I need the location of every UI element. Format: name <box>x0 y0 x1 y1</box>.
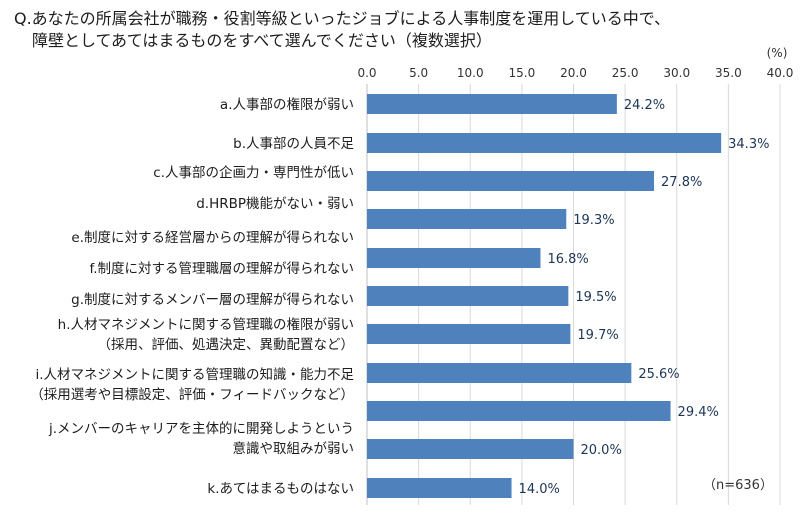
value-label: 34.3% <box>728 137 769 152</box>
value-label: 29.4% <box>678 405 719 420</box>
value-label: 19.7% <box>577 328 618 343</box>
value-label: 19.3% <box>573 213 614 228</box>
sample-size-note: （n=636） <box>703 478 773 493</box>
x-tick-label: 10.0 <box>457 66 484 80</box>
category-label: j.メンバーのキャリアを主体的に開発しようという <box>48 421 354 437</box>
category-label: a.人事部の権限が弱い <box>220 96 354 113</box>
bar <box>367 94 617 114</box>
bar <box>367 286 569 306</box>
category-label: h.人材マネジメントに関する管理職の権限が弱い <box>58 316 354 333</box>
category-label: f.制度に対する管理職層の理解が得られない <box>89 260 354 277</box>
value-label: 14.0% <box>519 482 560 497</box>
category-label: c.人事部の企画力・専門性が低い <box>153 164 354 181</box>
value-label: 27.8% <box>661 175 702 190</box>
question-line-1: Q.あなたの所属会社が職務・役割等級といったジョブによる人事制度を運用している中… <box>14 9 671 28</box>
bar <box>367 133 722 153</box>
value-label: 24.2% <box>624 98 665 113</box>
category-label: （採用選考や目標設定、評価・フィードバックなど） <box>30 387 354 403</box>
category-label: i.人材マネジメントに関する管理職の知識・能力不足 <box>35 366 354 383</box>
bar <box>367 171 655 191</box>
bar <box>367 209 567 229</box>
value-label: 25.6% <box>638 367 679 382</box>
x-tick-label: 15.0 <box>509 66 536 80</box>
bar <box>367 363 632 383</box>
bar <box>367 439 574 459</box>
category-label: b.人事部の人員不足 <box>233 136 354 152</box>
bar <box>367 401 671 421</box>
category-label: k.あてはまるものはない <box>207 481 354 497</box>
bar <box>367 324 571 344</box>
bar <box>367 478 512 498</box>
x-tick-label: 20.0 <box>560 66 587 80</box>
category-label: d.HRBP機能がない・弱い <box>196 196 354 212</box>
value-label: 19.5% <box>575 290 616 305</box>
bar <box>367 248 541 268</box>
category-label: e.制度に対する経営層からの理解が得られない <box>71 229 354 246</box>
x-tick-label: 0.0 <box>357 66 376 80</box>
x-tick-label: 5.0 <box>409 66 428 80</box>
x-tick-label: 30.0 <box>663 66 690 80</box>
question-line-2: 障壁としてあてはまるものをすべて選んでください（複数選択） <box>32 31 492 50</box>
category-label: （採用、評価、処遇決定、異動配置など） <box>98 337 355 353</box>
unit-label: (%) <box>767 46 788 60</box>
category-label: g.制度に対するメンバー層の理解が得られない <box>71 291 354 308</box>
value-label: 20.0% <box>581 443 622 458</box>
category-label: 意識や取組みが弱い <box>233 440 355 457</box>
question-title: Q.あなたの所属会社が職務・役割等級といったジョブによる人事制度を運用している中… <box>14 8 754 52</box>
x-tick-label: 35.0 <box>715 66 742 80</box>
value-label: 16.8% <box>547 252 588 267</box>
x-tick-label: 40.0 <box>767 66 794 80</box>
x-tick-label: 25.0 <box>612 66 639 80</box>
